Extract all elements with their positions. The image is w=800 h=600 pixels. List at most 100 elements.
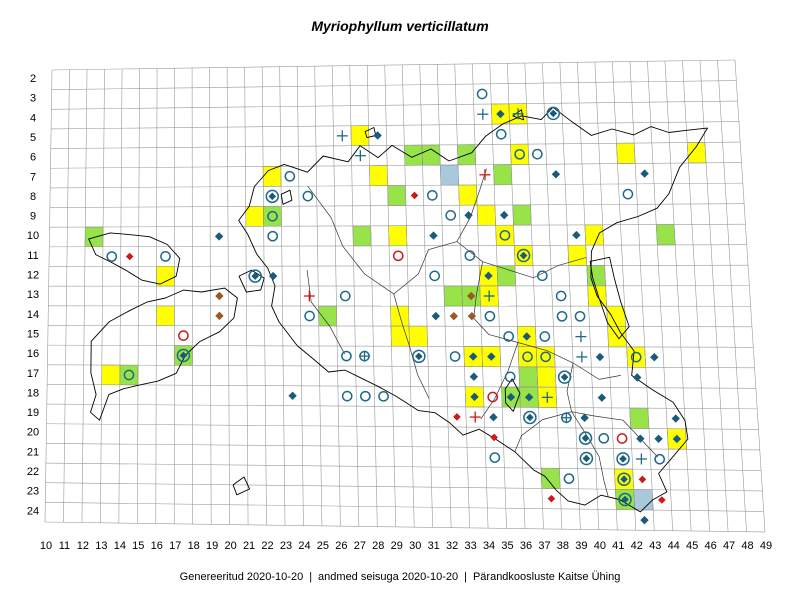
- marker-circle: [540, 351, 551, 363]
- marker-circle-red: [487, 391, 499, 403]
- grid-cell-yellow: [535, 346, 556, 368]
- grid-line: [44, 521, 766, 533]
- marker-diamond-red: [125, 252, 134, 261]
- marker-diamond: [496, 109, 505, 119]
- column-label: 12: [77, 540, 89, 552]
- grid-line: [472, 63, 489, 529]
- column-labels: 10 11 12 13 14 15 16 17 18 19 20 21 22 23 24 25 26 27 28 29…: [40, 540, 772, 552]
- marker-circle: [598, 432, 610, 444]
- column-label: 32: [446, 540, 458, 552]
- occurrence-markers-layer: [106, 88, 682, 525]
- grid-line: [244, 67, 249, 525]
- grid-line: [51, 121, 739, 130]
- marker-plus-red: [303, 290, 315, 302]
- marker-circle: [539, 331, 551, 342]
- grid-line: [209, 67, 212, 525]
- marker-diamond: [636, 434, 645, 443]
- organization-name: Pärandkoosluste Kaitse Ühing: [472, 571, 621, 583]
- grid-cell-green: [352, 225, 372, 247]
- marker-diamond: [429, 231, 438, 240]
- row-label: 22: [27, 466, 39, 478]
- row-label: 21: [27, 446, 39, 458]
- grid-line: [45, 462, 762, 471]
- grid-line: [261, 66, 267, 526]
- column-label: 46: [704, 540, 716, 552]
- marker-diamond: [469, 372, 479, 381]
- marker-circle: [341, 350, 352, 362]
- grid-cell-yellow: [567, 244, 587, 266]
- grid-line: [45, 502, 764, 512]
- marker-circle: [630, 351, 642, 363]
- map-title: Myriophyllum verticillatum: [311, 18, 489, 34]
- column-label: 42: [631, 540, 643, 552]
- grid-cell-yellow: [495, 224, 515, 246]
- grid-line: [629, 61, 655, 531]
- column-label: 41: [612, 540, 624, 552]
- row-label: 2: [30, 73, 36, 85]
- marker-circle: [445, 210, 457, 221]
- data-date: andmed seisuga 2020-10-20: [318, 571, 459, 583]
- marker-diamond: [288, 391, 297, 400]
- marker-circle-diamond: [578, 431, 593, 445]
- grid-line: [81, 69, 88, 523]
- marker-circle-diamond: [412, 349, 426, 364]
- grid-line: [612, 61, 637, 531]
- marker-plus: [575, 331, 587, 343]
- grid-line: [46, 403, 758, 410]
- grid-cell-green: [496, 265, 516, 287]
- marker-diamond-red: [547, 494, 556, 503]
- county-border: [456, 241, 587, 279]
- marker-diamond: [522, 332, 531, 341]
- county-border: [571, 411, 609, 498]
- grid-cell-green: [493, 164, 513, 186]
- grid-line: [47, 364, 755, 369]
- grid-line: [49, 223, 746, 228]
- grid-cell-yellow: [369, 165, 388, 186]
- marker-circle-diamond: [248, 269, 262, 283]
- grid-line: [49, 244, 747, 248]
- column-label: 38: [557, 540, 569, 552]
- column-label: 16: [151, 540, 163, 552]
- row-label: 8: [30, 191, 36, 203]
- grid-cell-green: [629, 407, 650, 429]
- grid-line: [279, 66, 286, 526]
- grid-line: [296, 66, 304, 526]
- marker-diamond-brown: [215, 311, 224, 321]
- grid-cell-yellow: [476, 204, 496, 226]
- marker-circle: [284, 170, 296, 182]
- grid-cell-green: [540, 467, 561, 489]
- marker-circle-diamond: [616, 452, 630, 466]
- grid-cell-blue: [633, 489, 654, 511]
- county-border: [514, 411, 572, 452]
- hiiumaa-island: [88, 232, 181, 285]
- marker-plus-red: [479, 169, 491, 181]
- grid-line: [51, 100, 738, 110]
- grid-cell-green: [263, 206, 282, 227]
- column-label: 45: [686, 540, 698, 552]
- grid-cell-yellow: [156, 305, 175, 326]
- marker-diamond: [373, 131, 382, 140]
- marker-diamond: [671, 414, 680, 423]
- column-label: 21: [243, 540, 255, 552]
- marker-diamond: [572, 230, 581, 240]
- marker-circle: [522, 351, 533, 363]
- marker-circle: [304, 310, 315, 322]
- marker-circle: [302, 190, 314, 202]
- column-label: 15: [132, 540, 144, 552]
- column-label: 20: [224, 540, 236, 552]
- grid-cell-green: [387, 185, 407, 206]
- grid-line: [137, 68, 140, 524]
- marker-diamond: [650, 352, 659, 362]
- column-label: 18: [188, 540, 200, 552]
- grid-cell-green: [656, 224, 676, 246]
- marker-diamond: [524, 393, 534, 402]
- row-label: 15: [27, 328, 39, 340]
- grid-line: [49, 203, 745, 208]
- marker-diamond: [595, 352, 605, 362]
- grid-line: [664, 61, 692, 531]
- column-label: 19: [206, 540, 218, 552]
- grid-cell-green: [443, 285, 463, 307]
- marker-circle: [267, 210, 278, 222]
- grid-line: [51, 59, 736, 71]
- marker-circle: [556, 310, 568, 322]
